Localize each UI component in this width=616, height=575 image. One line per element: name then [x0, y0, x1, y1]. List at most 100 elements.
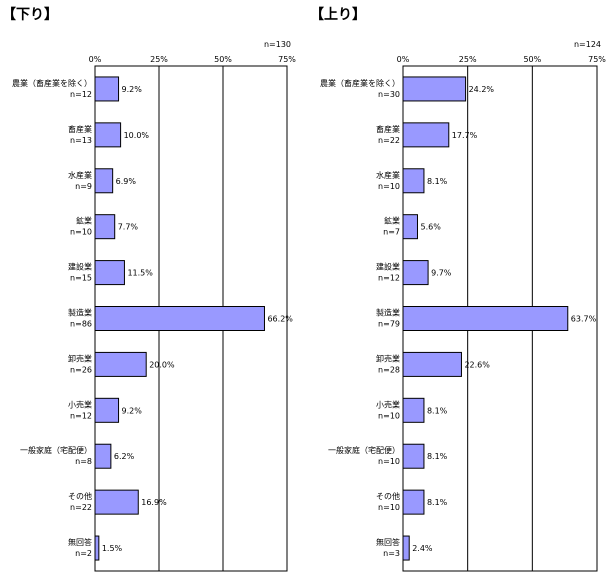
category-n-label: n=10 [378, 457, 400, 466]
chart-up: 0% 25% 50% 75% n=124 24.2% 農業（畜産業を除く） n=30 17.7%… [320, 40, 606, 572]
sample-size-label: n=124 [574, 40, 601, 49]
x-tick-label: 75% [278, 55, 296, 64]
category-n-label: n=12 [378, 274, 400, 283]
category-label: 製造業 [68, 308, 92, 318]
bar [94, 351, 147, 377]
category-n-label: n=10 [378, 182, 400, 191]
category-label: 農業（畜産業を除く） [320, 78, 400, 88]
category-n-label: n=12 [70, 411, 92, 420]
category-n-label: n=86 [70, 320, 92, 329]
category-n-label: n=10 [70, 228, 92, 237]
category-n-label: n=26 [70, 365, 92, 374]
data-label: 9.2% [122, 406, 143, 415]
category-n-label: n=28 [378, 365, 400, 374]
category-label: 卸売業 [68, 353, 92, 363]
category-n-label: n=22 [378, 136, 400, 145]
category-label: 水産業 [68, 170, 92, 180]
x-tick-label: 50% [523, 55, 541, 64]
bar [94, 443, 112, 469]
data-label: 5.6% [420, 223, 441, 232]
bar [402, 535, 410, 561]
category-n-label: n=10 [378, 503, 400, 512]
category-n-label: n=30 [378, 90, 400, 99]
data-label: 22.6% [464, 360, 490, 369]
bar [402, 76, 467, 102]
category-label: 畜産業 [376, 124, 400, 134]
category-label: その他 [68, 491, 92, 501]
category-label: 製造業 [376, 308, 400, 318]
data-label: 8.1% [427, 452, 448, 461]
category-n-label: n=3 [383, 549, 400, 558]
category-n-label: n=9 [75, 182, 92, 191]
data-label: 8.1% [427, 177, 448, 186]
category-label: その他 [376, 491, 400, 501]
data-label: 66.2% [267, 315, 293, 324]
bar [402, 489, 425, 515]
bar [94, 122, 122, 148]
bar [402, 397, 425, 423]
category-n-label: n=2 [75, 549, 92, 558]
data-label: 16.9% [141, 498, 167, 507]
bar [94, 168, 114, 194]
bar [94, 306, 265, 331]
data-label: 7.7% [118, 223, 139, 232]
category-label: 鉱業 [76, 216, 92, 226]
category-n-label: n=22 [70, 503, 92, 512]
data-label: 6.2% [114, 452, 135, 461]
bar [402, 351, 462, 377]
category-n-label: n=10 [378, 411, 400, 420]
sample-size-label: n=130 [264, 40, 291, 49]
bar [94, 535, 100, 561]
bar [402, 122, 450, 148]
category-label: 小売業 [68, 399, 92, 409]
category-label: 農業（畜産業を除く） [12, 78, 92, 88]
data-label: 24.2% [469, 85, 495, 94]
data-label: 63.7% [571, 315, 597, 324]
data-label: 11.5% [127, 269, 153, 278]
x-tick-label: 25% [150, 55, 168, 64]
chart-title-right: 【上り】 [310, 7, 366, 23]
category-label: 鉱業 [384, 216, 400, 226]
category-label: 小売業 [376, 399, 400, 409]
bar [94, 76, 120, 102]
data-label: 9.7% [431, 269, 452, 278]
category-n-label: n=7 [383, 228, 400, 237]
data-label: 17.7% [452, 131, 478, 140]
data-label: 6.9% [116, 177, 137, 186]
category-label: 建設業 [376, 262, 400, 272]
category-label: 一般家庭（宅配便） [20, 445, 92, 455]
bar [402, 214, 418, 240]
x-tick-label: 0% [89, 55, 102, 64]
category-label: 無回答 [376, 537, 400, 547]
category-n-label: n=15 [70, 274, 92, 283]
category-label: 卸売業 [376, 353, 400, 363]
category-label: 一般家庭（宅配便） [328, 445, 400, 455]
category-n-label: n=8 [75, 457, 92, 466]
bar [94, 214, 116, 240]
bar [94, 397, 120, 423]
bar [402, 260, 429, 286]
data-label: 10.0% [124, 131, 150, 140]
bar [94, 489, 139, 515]
category-label: 無回答 [68, 537, 92, 547]
data-label: 8.1% [427, 498, 448, 507]
data-label: 1.5% [102, 544, 123, 553]
data-label: 8.1% [427, 406, 448, 415]
bar [402, 168, 425, 194]
x-tick-label: 50% [214, 55, 232, 64]
data-label: 2.4% [412, 544, 433, 553]
bar [402, 306, 569, 331]
category-n-label: n=79 [378, 320, 400, 329]
x-tick-label: 25% [459, 55, 477, 64]
bar [402, 443, 425, 469]
category-label: 畜産業 [68, 124, 92, 134]
chart-title-left: 【下り】 [2, 7, 58, 23]
category-label: 建設業 [68, 262, 92, 272]
category-label: 水産業 [376, 170, 400, 180]
chart-down: 0% 25% 50% 75% n=130 9.2% 農業（畜産業を除く） n=12 10.0% 畜… [12, 40, 296, 572]
x-tick-label: 75% [588, 55, 606, 64]
x-tick-label: 0% [397, 55, 410, 64]
category-n-label: n=12 [70, 90, 92, 99]
data-label: 20.0% [149, 360, 175, 369]
